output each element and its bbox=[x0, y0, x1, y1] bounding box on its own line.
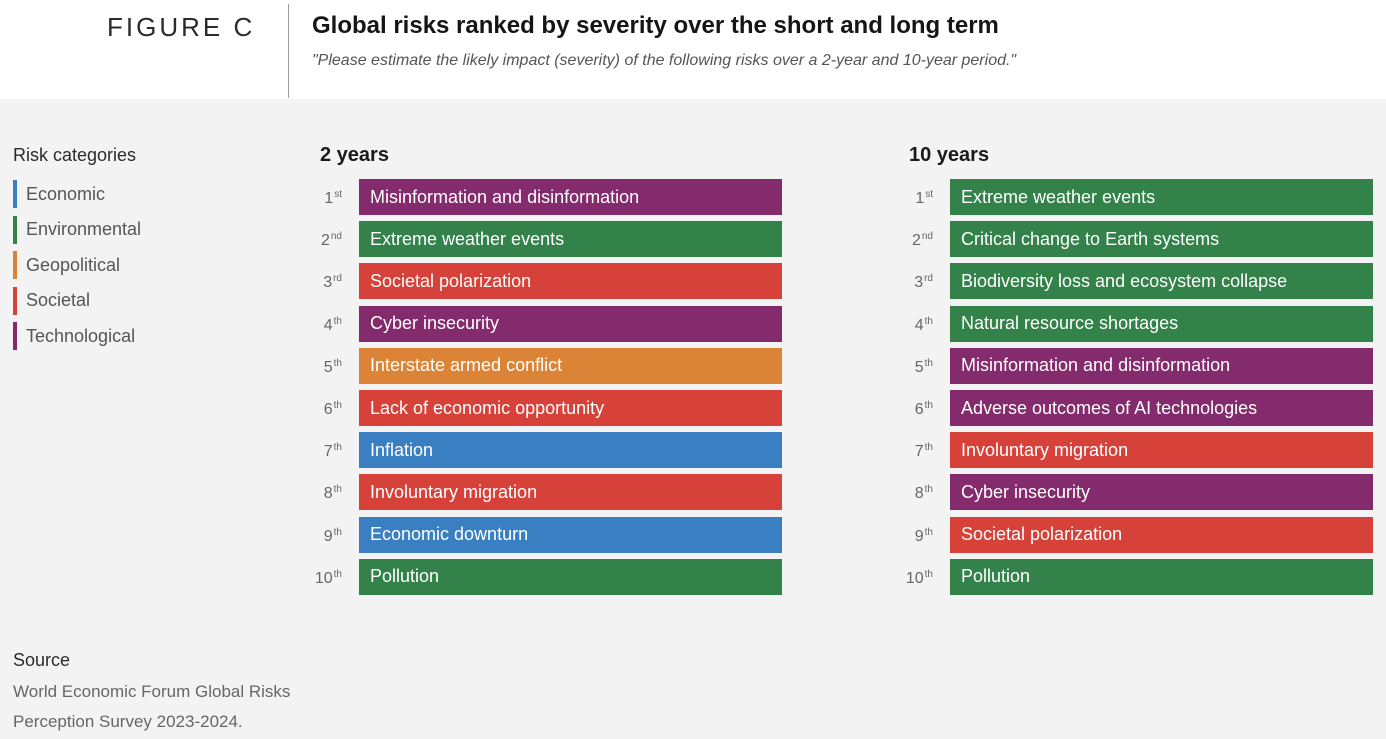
legend-swatch bbox=[13, 215, 17, 244]
rank-label: 7th bbox=[323, 442, 342, 461]
risk-bar-10-years-rank-1: Extreme weather events bbox=[950, 179, 1373, 215]
legend-title: Risk categories bbox=[13, 145, 137, 165]
rank-label: 6th bbox=[914, 400, 933, 418]
rank-label: 8th bbox=[914, 484, 933, 503]
risk-bar-2-years-rank-2: Extreme weather events bbox=[359, 221, 782, 258]
risk-bar-2-years-rank-8: Involuntary migration bbox=[359, 474, 782, 511]
rank-label: 8th bbox=[323, 484, 342, 503]
panel-title-10-years: 10 years bbox=[909, 144, 990, 166]
rank-label: 4th bbox=[914, 315, 933, 334]
rank-label: 7th bbox=[914, 442, 933, 461]
risk-bar-10-years-rank-8: Cyber insecurity bbox=[950, 474, 1373, 511]
legend-swatch bbox=[13, 322, 17, 350]
header-divider bbox=[288, 4, 289, 98]
legend-swatch bbox=[13, 251, 17, 279]
risk-bar-2-years-rank-1: Misinformation and disinformation bbox=[359, 179, 782, 215]
risk-bar-2-years-rank-5: Interstate armed conflict bbox=[359, 347, 782, 384]
panel-title-2-years: 2 years bbox=[320, 144, 389, 166]
rank-label: 10th bbox=[905, 568, 933, 587]
rank-label: 1st bbox=[324, 189, 342, 207]
legend-swatch bbox=[13, 180, 17, 208]
risk-bar-2-years-rank-3: Societal polarization bbox=[359, 263, 782, 300]
rank-label: 6th bbox=[323, 400, 342, 418]
source-title: Source bbox=[13, 650, 71, 670]
risk-bar-10-years-rank-4: Natural resource shortages bbox=[950, 305, 1373, 342]
risk-bar-10-years-rank-2: Critical change to Earth systems bbox=[950, 221, 1373, 258]
risk-bar-2-years-rank-7: Inflation bbox=[359, 432, 782, 469]
risk-bar-2-years-rank-9: Economic downturn bbox=[359, 516, 782, 553]
rank-label: 2nd bbox=[911, 231, 933, 250]
figure-label: FIGURE C bbox=[107, 12, 256, 42]
risk-bar-10-years-rank-5: Misinformation and disinformation bbox=[950, 347, 1373, 384]
rank-label: 9th bbox=[914, 526, 933, 545]
legend-label: Technological bbox=[26, 325, 136, 346]
chart-subtitle: "Please estimate the likely impact (seve… bbox=[312, 52, 1017, 69]
rank-label: 3rd bbox=[914, 273, 933, 292]
risk-bar-2-years-rank-4: Cyber insecurity bbox=[359, 305, 782, 342]
rank-label: 4th bbox=[323, 315, 342, 334]
risk-bar-10-years-rank-6: Adverse outcomes of AI technologies bbox=[950, 390, 1373, 426]
chart-title: Global risks ranked by severity over the… bbox=[312, 12, 999, 39]
legend-swatch bbox=[13, 286, 17, 315]
risk-bar-10-years-rank-10: Pollution bbox=[950, 558, 1373, 595]
risk-bar-2-years-rank-10: Pollution bbox=[359, 558, 782, 595]
source-line-1: World Economic Forum Global Risks bbox=[13, 682, 291, 701]
rank-label: 9th bbox=[323, 526, 342, 545]
rank-label: 5th bbox=[914, 357, 933, 376]
legend-label: Geopolitical bbox=[26, 254, 121, 275]
legend-label: Economic bbox=[26, 183, 106, 204]
rank-label: 1st bbox=[915, 189, 933, 207]
risk-bar-10-years-rank-3: Biodiversity loss and ecosystem collapse bbox=[950, 263, 1373, 300]
legend-label: Societal bbox=[26, 290, 91, 310]
risk-bar-2-years-rank-6: Lack of economic opportunity bbox=[359, 390, 782, 426]
rank-label: 5th bbox=[323, 357, 342, 376]
legend-item-technological: Technological bbox=[13, 322, 135, 350]
rank-label: 10th bbox=[314, 568, 342, 587]
risk-bar-10-years-rank-7: Involuntary migration bbox=[950, 432, 1373, 469]
rank-label: 3rd bbox=[323, 273, 342, 292]
legend-item-geopolitical: Geopolitical bbox=[13, 251, 120, 279]
risk-bar-10-years-rank-9: Societal polarization bbox=[950, 516, 1373, 553]
rank-label: 2nd bbox=[320, 231, 342, 250]
legend-item-environmental: Environmental bbox=[13, 215, 142, 244]
legend-item-economic: Economic bbox=[13, 180, 105, 208]
legend-label: Environmental bbox=[26, 219, 142, 239]
source-line-2: Perception Survey 2023-2024. bbox=[13, 712, 243, 731]
legend-item-societal: Societal bbox=[13, 286, 91, 315]
header: FIGURE C Global risks ranked by severity… bbox=[0, 0, 1386, 99]
